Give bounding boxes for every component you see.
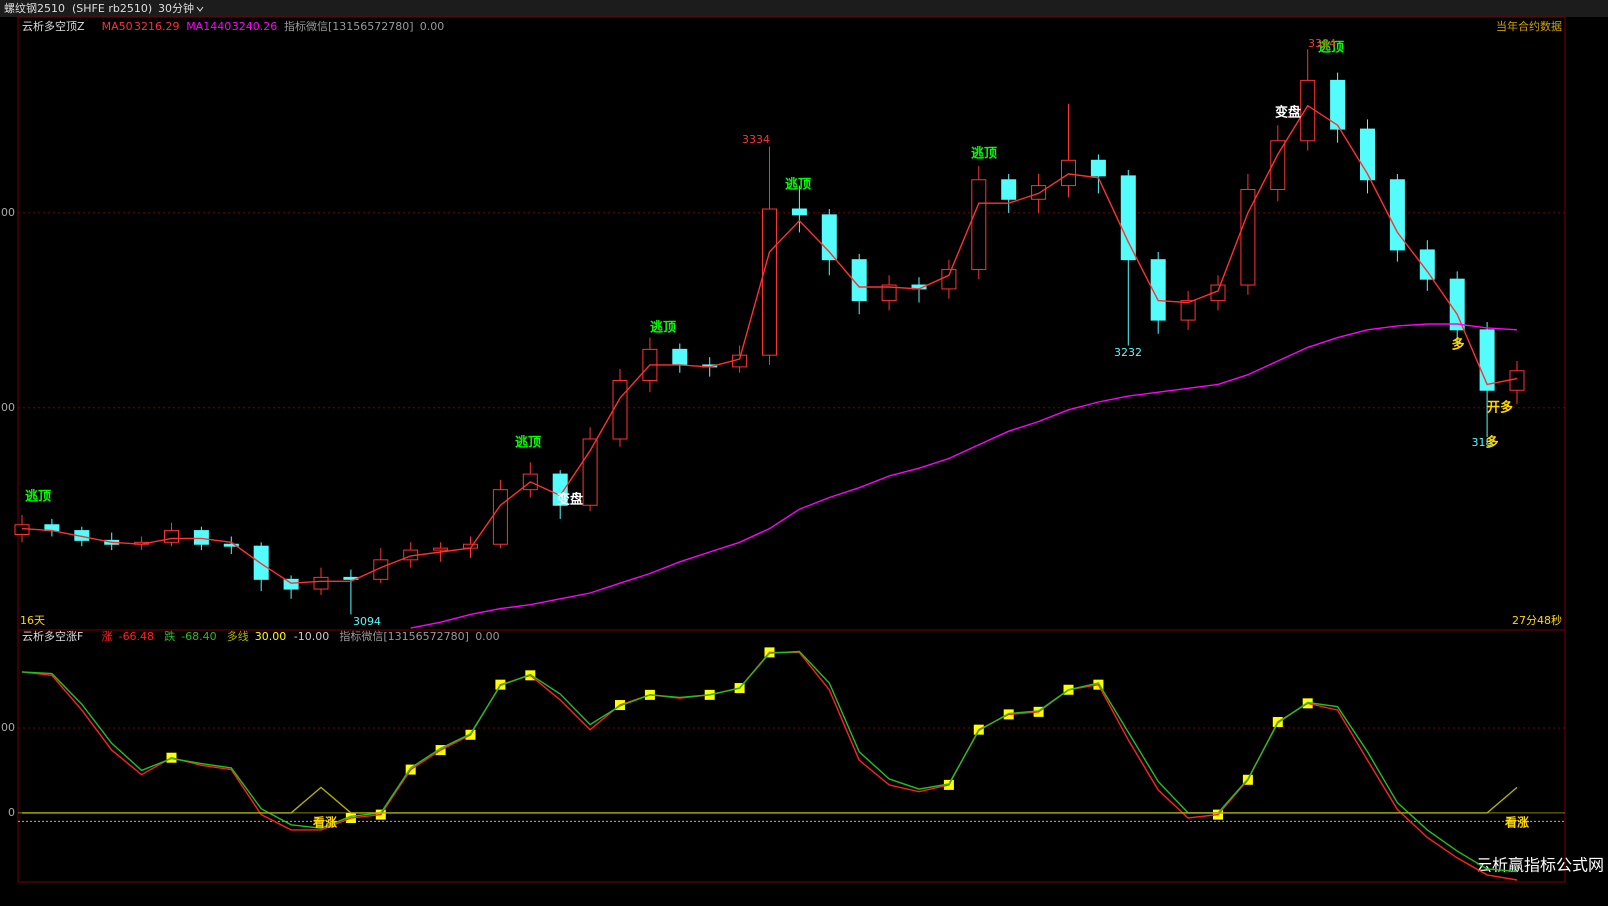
y-tick-label: 100 [0,721,15,734]
candle-body [1360,128,1375,181]
candle-body [253,545,269,580]
candle-body [313,576,329,590]
indicator-name[interactable]: 云析多空顶Z [22,19,85,33]
candle-body [193,530,209,545]
note: 当年合约数据 [1496,19,1562,33]
indicator-name[interactable]: 云析多空涨F [22,629,83,643]
annotation: 逃顶 [971,146,997,162]
readout: -10.00 [294,630,329,643]
candle-body [791,208,807,216]
candle-body [1270,140,1286,191]
readout: 指标微信[13156572780] [284,19,414,33]
candle-body [373,559,389,580]
candle-body [1031,185,1047,200]
candle-body [552,473,568,506]
series-line [21,104,1518,584]
candle-body [851,259,867,302]
candle-body [1479,329,1495,391]
candle-body [941,268,957,290]
candle-body [1419,249,1435,280]
candle-body [1061,159,1076,187]
candle-body [582,438,598,506]
annotation: 逃顶 [515,435,541,451]
code: (SHFE rb2510) [72,2,152,15]
readout: -68.40 [181,630,216,643]
series-line [22,786,1518,814]
readout: MA1440 [186,20,231,33]
candle-body [433,547,449,551]
series-line [21,650,1518,873]
annotation: 逃顶 [25,489,51,505]
annotation: 多 [1485,435,1498,451]
y-tick-label: 3200 [0,401,15,414]
annotation: 开多 [1487,400,1513,416]
annotation: 3094 [353,615,381,628]
candle-body [1150,259,1166,321]
candle-body [1180,300,1196,321]
annotation: 逃顶 [1318,40,1344,56]
annotation: 看涨 [1505,815,1529,830]
annotation: 逃顶 [650,320,676,336]
candle-body [1509,370,1525,391]
candle-body [492,489,508,545]
candle-body [1210,284,1226,302]
readout: 0.00 [475,630,500,643]
readout: MA50 [102,20,133,33]
footer-left: 16天 [20,614,45,627]
annotation: 变盘 [557,492,583,508]
annotation: 3334 [742,133,770,146]
annotation: 变盘 [1275,105,1301,121]
candle-body [223,543,239,547]
candle-body [1120,175,1136,261]
candle-body [762,208,777,356]
chevron[interactable] [196,6,204,12]
candle-body [1449,278,1465,331]
readout: 3216.29 [134,20,180,33]
candle-body [881,284,897,302]
footer-right: 27分48秒 [1512,613,1562,627]
readout: 3240.26 [232,20,277,33]
watermark: 云析赢指标公式网 [1476,856,1604,875]
title-bar [0,0,1608,17]
candle-body [971,179,987,270]
annotation: 逃顶 [785,177,811,193]
readout: 0.00 [420,20,445,33]
annotation: 3232 [1114,346,1142,359]
y-tick-label: 0 [8,806,15,819]
annotation: 318 [1472,436,1493,449]
annotation: 多 [1451,337,1464,353]
readout: -66.48 [119,630,154,643]
candle-body [283,578,299,590]
candle-body [1330,79,1346,130]
period-selector[interactable]: 30分钟 [158,1,194,15]
candle-body [672,348,688,366]
readout: 30.00 [255,630,286,643]
annotation: 看涨 [313,815,337,830]
candle-body [612,380,628,440]
readout: 多线 [227,629,249,643]
annotation: 3384 [1308,37,1336,50]
readout: 跌 [164,629,175,643]
candle-body [1300,79,1316,142]
y-tick-label: 3300 [0,206,15,219]
candle-body [1240,189,1256,286]
series-line [410,323,1518,629]
readout: 指标微信[13156572780] [339,629,469,643]
symbol: 螺纹钢2510 [4,1,65,15]
candle-body [164,530,179,543]
candle-body [1001,179,1017,200]
candle-body [1090,159,1106,177]
readout: 涨 [102,630,113,643]
candle-body [1389,179,1405,251]
